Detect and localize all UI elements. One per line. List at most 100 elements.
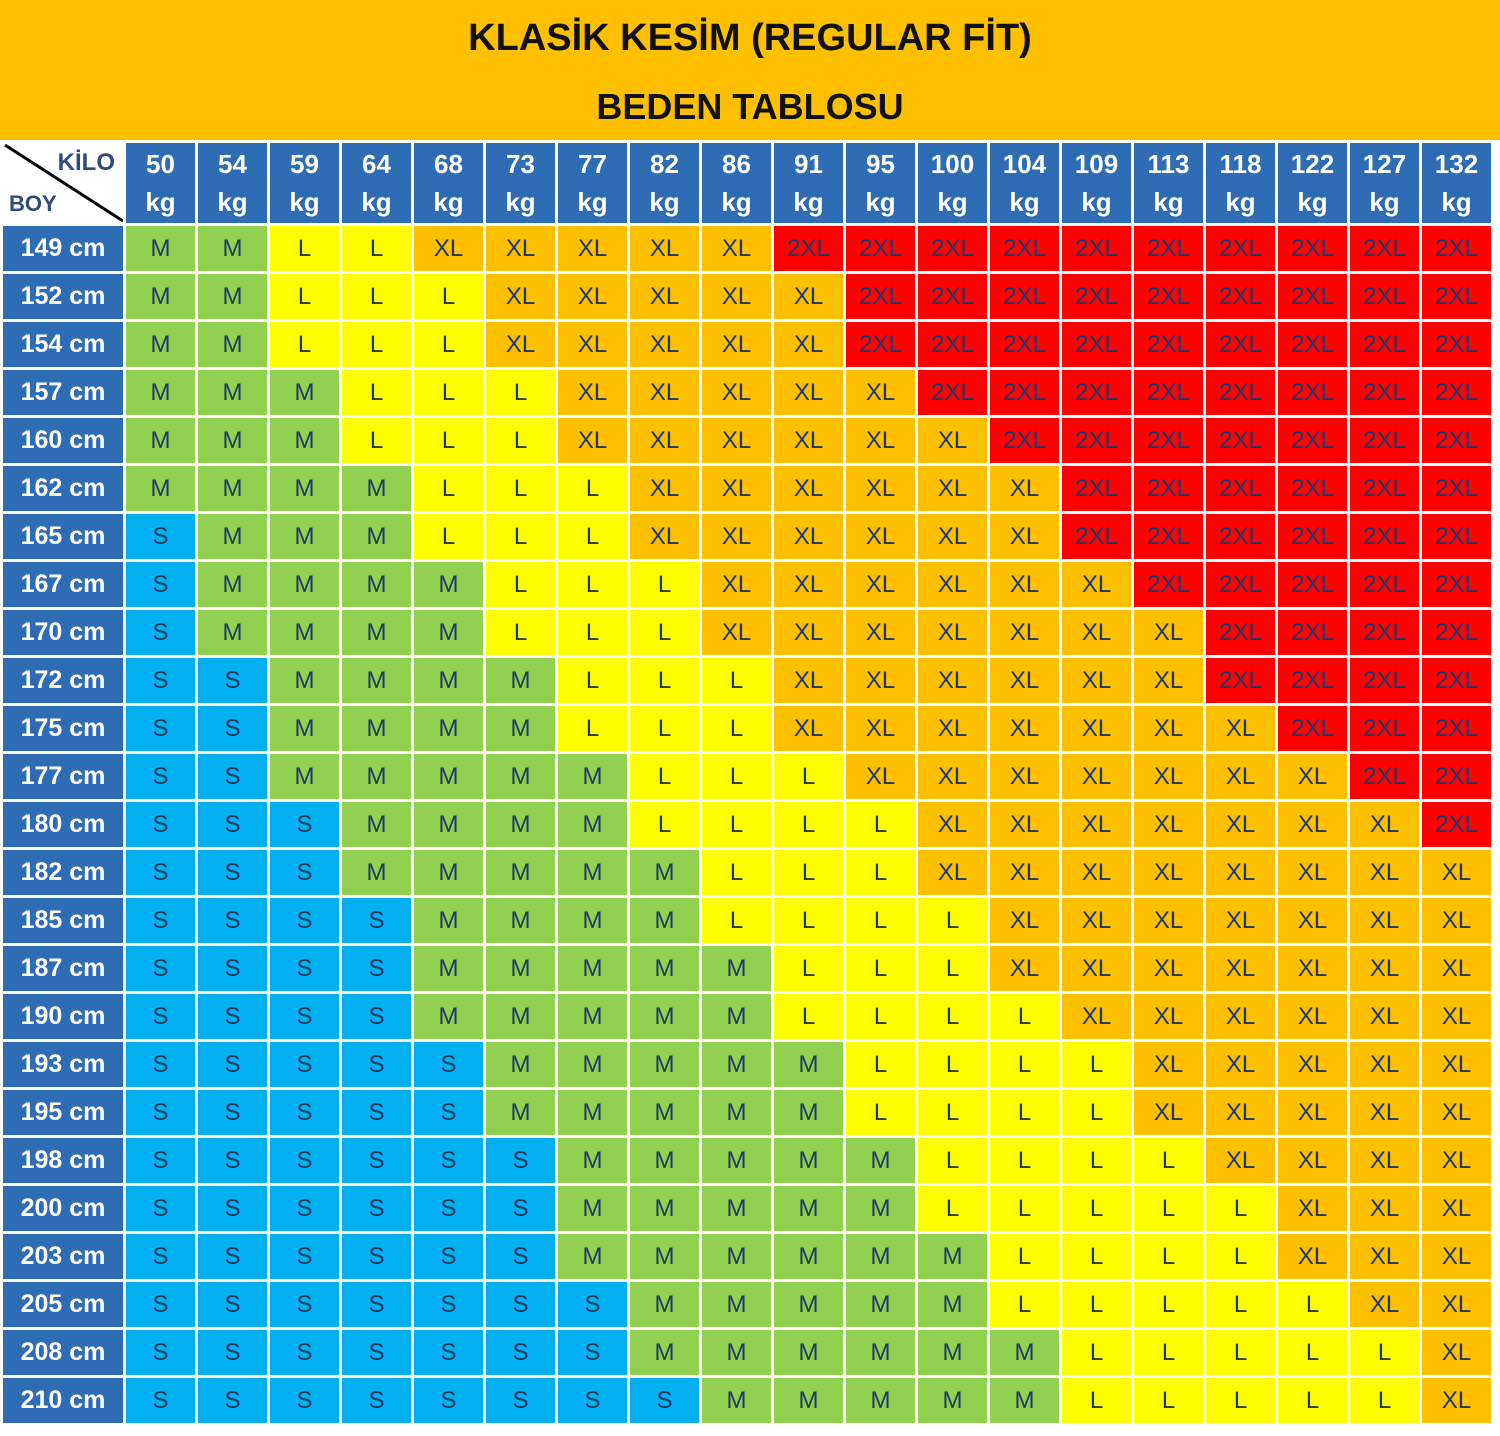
- size-cell: M: [126, 370, 195, 415]
- height-label: 198 cm: [3, 1138, 123, 1183]
- size-cell: 2XL: [1134, 226, 1203, 271]
- height-row: 172 cm S S M M M M L L L XL XL XL XL XL XL 2XL 2XL 2XL 2XL: [3, 658, 1491, 703]
- size-cell: M: [414, 802, 483, 847]
- size-cell: L: [990, 1186, 1059, 1231]
- size-cell: XL: [1278, 1234, 1347, 1279]
- size-cell: L: [1062, 1234, 1131, 1279]
- size-cell: XL: [630, 514, 699, 559]
- size-cell: S: [126, 946, 195, 991]
- size-cell: XL: [990, 706, 1059, 751]
- size-cell: 2XL: [1278, 562, 1347, 607]
- size-cell: L: [1062, 1330, 1131, 1375]
- size-cell: M: [702, 1186, 771, 1231]
- size-cell: M: [414, 994, 483, 1039]
- size-cell: XL: [1350, 946, 1419, 991]
- size-cell: L: [702, 706, 771, 751]
- weight-column-header: 50 kg: [126, 143, 195, 223]
- size-cell: XL: [918, 418, 987, 463]
- size-cell: XL: [558, 322, 627, 367]
- size-cell: S: [486, 1234, 555, 1279]
- size-cell: XL: [990, 514, 1059, 559]
- size-cell: 2XL: [918, 370, 987, 415]
- size-cell: M: [270, 706, 339, 751]
- size-cell: 2XL: [1134, 514, 1203, 559]
- size-cell: L: [1350, 1378, 1419, 1423]
- size-cell: XL: [1350, 850, 1419, 895]
- size-cell: XL: [1206, 946, 1275, 991]
- size-cell: S: [198, 1330, 267, 1375]
- size-cell: 2XL: [1206, 562, 1275, 607]
- size-cell: XL: [846, 418, 915, 463]
- height-row: 180 cm S S S M M M M L L L L XL XL XL XL XL XL XL 2XL: [3, 802, 1491, 847]
- size-cell: M: [774, 1282, 843, 1327]
- size-cell: XL: [630, 226, 699, 271]
- size-cell: 2XL: [1350, 658, 1419, 703]
- size-cell: M: [414, 946, 483, 991]
- size-cell: XL: [558, 226, 627, 271]
- size-cell: XL: [1134, 658, 1203, 703]
- size-cell: 2XL: [1422, 562, 1491, 607]
- weight-value: 54: [218, 149, 247, 179]
- size-cell: XL: [1278, 1138, 1347, 1183]
- size-cell: M: [198, 514, 267, 559]
- size-cell: XL: [990, 946, 1059, 991]
- size-cell: M: [774, 1042, 843, 1087]
- size-cell: L: [1134, 1330, 1203, 1375]
- size-cell: M: [414, 850, 483, 895]
- size-cell: 2XL: [1422, 802, 1491, 847]
- size-cell: S: [270, 1090, 339, 1135]
- size-cell: XL: [1062, 610, 1131, 655]
- size-cell: XL: [1278, 754, 1347, 799]
- size-cell: S: [126, 802, 195, 847]
- size-cell: M: [198, 274, 267, 319]
- size-cell: M: [558, 898, 627, 943]
- size-cell: 2XL: [1422, 514, 1491, 559]
- size-cell: L: [270, 322, 339, 367]
- height-label: 175 cm: [3, 706, 123, 751]
- size-cell: M: [414, 754, 483, 799]
- size-cell: XL: [1422, 850, 1491, 895]
- size-cell: XL: [1134, 754, 1203, 799]
- size-cell: 2XL: [1350, 610, 1419, 655]
- size-cell: XL: [1350, 1282, 1419, 1327]
- size-cell: 2XL: [1062, 322, 1131, 367]
- size-cell: S: [126, 1330, 195, 1375]
- size-cell: L: [990, 1138, 1059, 1183]
- size-cell: XL: [486, 322, 555, 367]
- size-cell: M: [342, 562, 411, 607]
- size-cell: XL: [990, 802, 1059, 847]
- size-cell: 2XL: [1278, 658, 1347, 703]
- size-cell: L: [1278, 1330, 1347, 1375]
- size-cell: M: [558, 1186, 627, 1231]
- size-cell: 2XL: [1350, 754, 1419, 799]
- size-cell: M: [486, 994, 555, 1039]
- size-cell: S: [126, 610, 195, 655]
- height-label: 149 cm: [3, 226, 123, 271]
- size-cell: XL: [1278, 994, 1347, 1039]
- size-cell: M: [198, 226, 267, 271]
- size-cell: L: [1134, 1186, 1203, 1231]
- height-label: 167 cm: [3, 562, 123, 607]
- size-cell: M: [630, 1282, 699, 1327]
- size-cell: M: [342, 802, 411, 847]
- size-cell: 2XL: [1422, 466, 1491, 511]
- size-cell: XL: [774, 466, 843, 511]
- size-cell: XL: [1062, 754, 1131, 799]
- chart-title: KLASİK KESİM (REGULAR FİT): [468, 17, 1032, 59]
- size-cell: M: [774, 1090, 843, 1135]
- size-cell: 2XL: [1422, 370, 1491, 415]
- size-cell: S: [126, 1090, 195, 1135]
- weight-unit: kg: [433, 187, 464, 217]
- size-cell: 2XL: [990, 370, 1059, 415]
- size-cell: L: [918, 1186, 987, 1231]
- size-cell: M: [558, 850, 627, 895]
- size-cell: S: [270, 898, 339, 943]
- weight-unit: kg: [1297, 187, 1328, 217]
- size-cell: XL: [1062, 706, 1131, 751]
- size-cell: M: [342, 754, 411, 799]
- size-cell: S: [126, 898, 195, 943]
- size-cell: L: [918, 898, 987, 943]
- size-cell: M: [342, 610, 411, 655]
- size-cell: L: [1206, 1234, 1275, 1279]
- height-row: 149 cm M M L L XL XL XL XL XL 2XL 2XL 2XL 2XL 2XL 2XL 2X…: [3, 226, 1491, 271]
